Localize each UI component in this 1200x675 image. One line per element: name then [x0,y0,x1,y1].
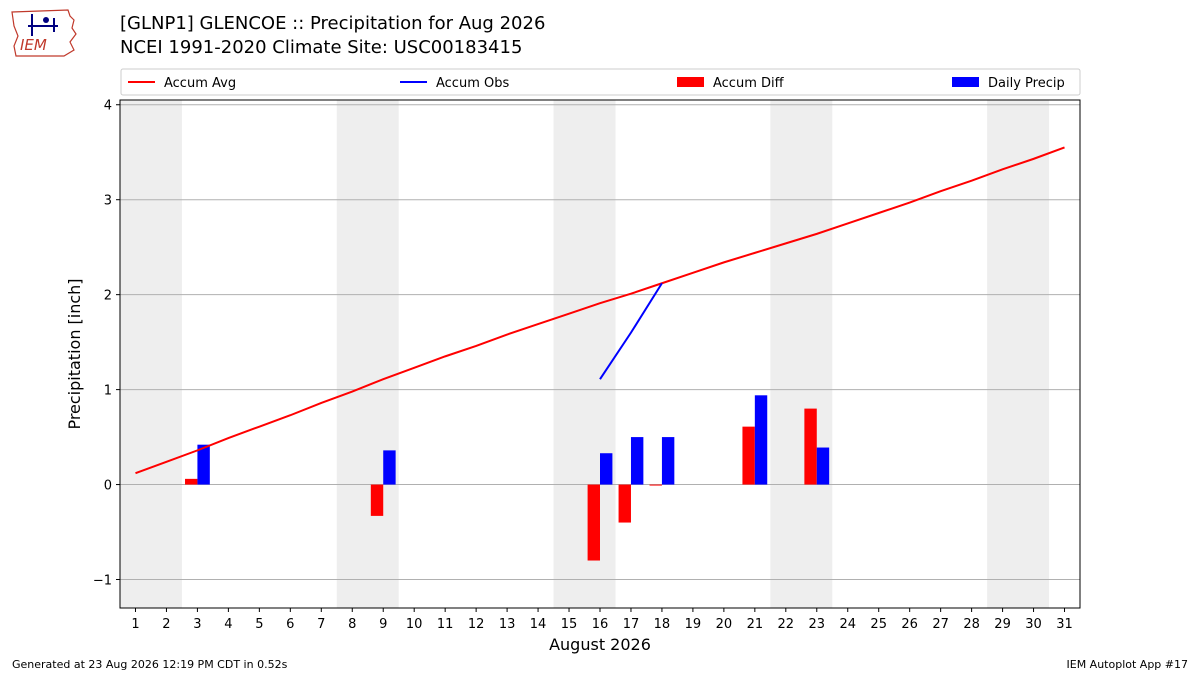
bars [185,395,830,561]
accum-diff-bar [649,484,662,486]
x-axis-label: August 2026 [549,635,651,654]
accum-avg-line [135,146,1065,475]
x-tick-label: 6 [286,617,294,632]
x-tick-label: 28 [963,617,980,632]
x-tick-label: 10 [406,617,423,632]
daily-precip-bar [661,437,675,485]
legend-label: Daily Precip [988,76,1065,91]
app-label: IEM Autoplot App #17 [1066,658,1189,671]
accum-diff-bar [804,408,817,485]
daily-precip-bar [600,453,613,485]
x-tick-label: 27 [932,617,949,632]
weekend-band [336,100,399,608]
x-tick-label: 19 [685,617,702,632]
legend-label: Accum Obs [436,76,509,91]
legend-swatch-bar [677,77,704,87]
daily-precip-bar [383,450,396,485]
y-tick-label: 2 [104,289,112,304]
chart-title: [GLNP1] GLENCOE :: Precipitation for Aug… [120,13,546,34]
y-tick-label: 1 [104,384,112,399]
legend-swatch-bar [952,77,979,87]
daily-precip-bar [816,447,830,485]
generated-timestamp: Generated at 23 Aug 2026 12:19 PM CDT in… [12,658,288,671]
x-tick-label: 8 [348,617,356,632]
x-tick-label: 17 [623,617,640,632]
x-tick-label: 18 [654,617,671,632]
x-tick-label: 30 [1025,617,1042,632]
weekend-bands [120,100,1050,608]
daily-precip-bar [754,395,768,485]
weekend-band [553,100,616,608]
y-tick-label: 0 [104,479,112,494]
accum-diff-bar [618,484,631,523]
lines [135,146,1065,475]
x-tick-label: 4 [224,617,232,632]
weekend-band [770,100,833,608]
weekend-band [987,100,1050,608]
x-tick-label: 24 [839,617,856,632]
x-tick-label: 29 [994,617,1011,632]
weekend-band [120,100,182,608]
x-tick-label: 9 [379,617,387,632]
x-tick-label: 14 [530,617,547,632]
x-tick-label: 15 [561,617,578,632]
y-tick-label: 4 [104,99,112,114]
iem-logo: IEM [11,9,77,57]
x-tick-label: 25 [870,617,887,632]
y-tick-label: 3 [104,194,112,209]
daily-precip-bar [630,437,644,485]
y-tick-label: −1 [93,574,112,589]
accum-diff-bar [185,478,198,485]
x-tick-label: 13 [499,617,516,632]
x-tick-label: 21 [747,617,764,632]
legend-label: Accum Avg [164,76,236,91]
x-tick-label: 7 [317,617,325,632]
x-tick-label: 3 [193,617,201,632]
accum-obs-line [599,282,663,380]
x-tick-label: 22 [778,617,795,632]
x-tick-label: 1 [131,617,139,632]
x-tick-label: 31 [1056,617,1073,632]
legend-box [120,68,1081,96]
accum-diff-bar [742,426,755,485]
y-axis-label: Precipitation [inch] [65,278,84,429]
accum-diff-bar [587,484,600,561]
daily-precip-bar [197,444,210,485]
legend-label: Accum Diff [713,76,785,91]
x-tick-label: 23 [809,617,826,632]
x-tick-label: 11 [437,617,454,632]
chart-subtitle: NCEI 1991-2020 Climate Site: USC00183415 [120,37,523,58]
legend: Accum Avg Accum Obs Accum Diff Daily Precip [128,76,1065,91]
x-tick-label: 2 [162,617,170,632]
x-tick-label: 26 [901,617,918,632]
iem-logo-text: IEM [20,36,47,54]
accum-diff-bar [370,484,384,516]
x-tick-label: 5 [255,617,263,632]
x-tick-label: 20 [716,617,733,632]
x-tick-label: 16 [592,617,609,632]
x-tick-label: 12 [468,617,485,632]
